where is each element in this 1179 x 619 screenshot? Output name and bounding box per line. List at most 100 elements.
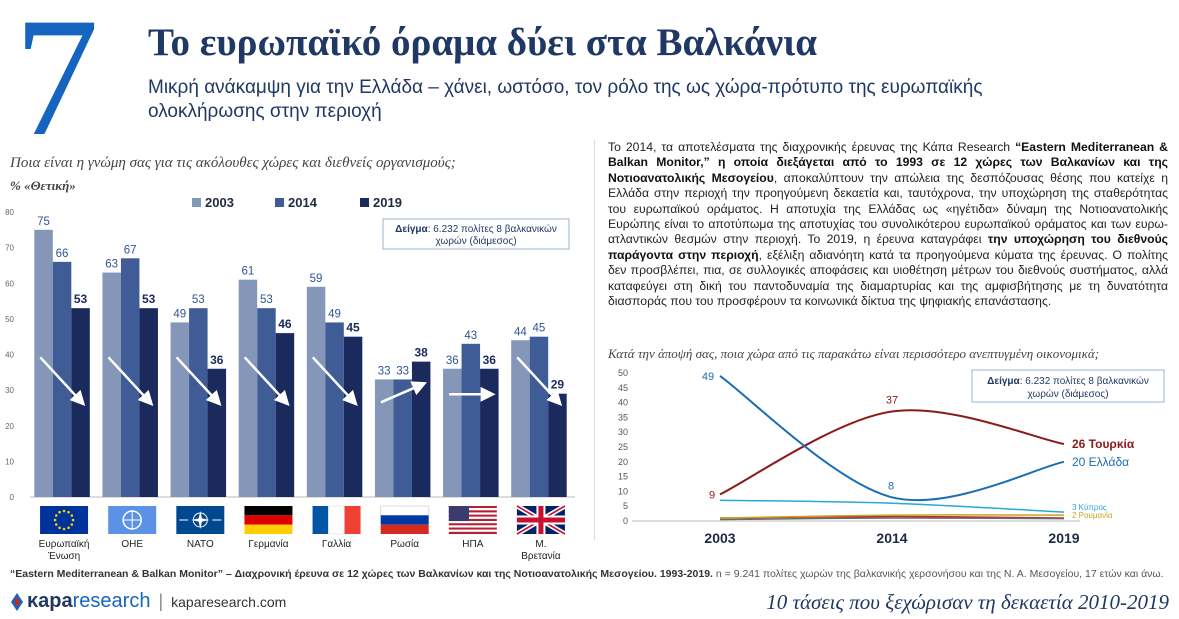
end-label-greece: 20 Ελλάδα: [1072, 455, 1129, 469]
bar: [511, 340, 530, 497]
eu-flag-star: [70, 514, 74, 517]
series-line: [719, 514, 1065, 519]
footnote-bold: “Eastern Mediterranean & Balkan Monitor”…: [10, 568, 713, 580]
uk-cross-red: [516, 517, 565, 523]
bar: [443, 368, 462, 497]
bar: [306, 286, 326, 497]
logo-mark-icon: [10, 592, 24, 612]
y-tick-label: 50: [618, 368, 628, 378]
bar: [411, 361, 431, 497]
point-label: 37: [886, 394, 898, 406]
bar: [257, 308, 276, 497]
bar-value-label: 53: [192, 294, 205, 306]
usa-flag-icon: [448, 506, 497, 534]
nato-flag-star: [191, 511, 210, 529]
eu-flag-star: [54, 523, 58, 526]
eu-flag-star: [54, 514, 58, 517]
bar-value-label: 45: [533, 323, 546, 335]
us-stripe: [448, 523, 497, 526]
y-tick-label: 10: [618, 486, 628, 496]
sample-note-box: [971, 369, 1165, 403]
bar: [548, 393, 567, 497]
fr-stripe: [344, 506, 361, 534]
website-link[interactable]: kaparesearch.com: [171, 593, 287, 610]
bar-chart: 0 10 20 30 40 50 60 70 80 2003 2014 2019 Δείγμα: 6.2…: [5, 195, 575, 562]
bar-value-label: 44: [514, 326, 527, 338]
y-tick-label: 45: [618, 383, 628, 393]
eu-flag-star: [58, 526, 61, 530]
x-tick-label: 2014: [876, 530, 907, 546]
us-canton: [448, 506, 469, 522]
series-line: [719, 409, 1065, 496]
end-label-turkey: 26 Τουρκία: [1072, 437, 1135, 451]
section-number: 7: [14, 0, 99, 171]
category-label: Ρωσία: [390, 538, 419, 550]
logo-research: research: [72, 590, 151, 612]
legend-label: 2019: [373, 195, 402, 210]
bar-value-label: 67: [124, 244, 137, 256]
trend-arrow-icon: [380, 381, 428, 404]
bar-value-label: 53: [74, 292, 88, 306]
trend-arrow-icon: [243, 356, 290, 406]
bar: [34, 229, 53, 497]
eu-flag-icon: [40, 506, 89, 534]
uk-flag-icon: [515, 503, 567, 537]
us-stripe: [448, 508, 497, 511]
paragraph-text-2: , αποκαλύπτουν την απώλεια της δεσπόζουσ…: [608, 170, 1168, 247]
category-label-line2: Βρετανία: [521, 550, 561, 562]
point-label: 8: [888, 480, 894, 492]
bar: [275, 333, 295, 497]
y-tick-label: 30: [618, 427, 628, 437]
x-tick-label: 2003: [704, 530, 735, 546]
bar-value-label: 33: [378, 365, 391, 377]
sample-note: Δείγμα: 6.232 πολίτες 8 βαλκανικώνχωρών …: [382, 218, 570, 250]
bar: [480, 368, 499, 497]
bar-value-label: 38: [415, 346, 429, 360]
fr-stripe: [328, 505, 346, 535]
logo-kapa: κapa: [27, 590, 73, 612]
trend-arrow-icon: [107, 356, 154, 406]
legend-label: 2014: [288, 195, 318, 210]
bar-value-label: 59: [310, 273, 323, 285]
category-label: Γαλλία: [322, 538, 352, 550]
legend-swatch: [275, 198, 284, 207]
category-label-line2: Ένωση: [47, 551, 80, 562]
bar: [207, 368, 227, 497]
description-paragraph: Το 2014, τα αποτελέσματα της διαχρονικής…: [608, 140, 1168, 309]
germany-flag-icon: [244, 506, 293, 534]
un-flag-icon: [108, 506, 157, 534]
bar-value-label: 53: [142, 292, 156, 306]
footnote-text: n = 9.241 πολίτες χωρών της βαλκανικής χ…: [712, 568, 1164, 580]
eu-flag-star: [62, 527, 66, 531]
bar-chart-question: Ποια είναι η γνώμη σας για τις ακόλουθες…: [10, 155, 456, 171]
vertical-divider: [594, 140, 595, 540]
y-tick-label: 35: [618, 412, 628, 422]
y-tick-label: 25: [618, 442, 628, 452]
point-label: 9: [709, 489, 715, 501]
us-stripe: [448, 514, 497, 517]
trend-arrow-icon: [311, 356, 358, 406]
bar-value-label: 63: [105, 259, 118, 271]
legend-swatch: [192, 198, 201, 207]
x-tick-label: 2019: [1048, 530, 1079, 546]
bar-value-label: 49: [173, 308, 186, 320]
logo-separator: |: [158, 591, 164, 611]
eu-flag-star: [67, 526, 70, 530]
end-label-romania: 2 Ρουμανία: [1072, 511, 1113, 520]
bar-value-label: 49: [328, 308, 341, 320]
eu-flag-star: [70, 523, 74, 526]
trend-arrow-icon: [516, 356, 563, 406]
us-stripe: [448, 521, 497, 524]
y-tick-label: 80: [5, 208, 14, 217]
ru-stripe: [380, 524, 429, 534]
eu-flag-star: [67, 510, 70, 514]
bar-value-label: 53: [260, 294, 273, 306]
y-tick-label: 30: [5, 386, 14, 395]
bar: [102, 272, 121, 497]
y-tick-label: 50: [5, 315, 14, 324]
bar-value-label: 36: [210, 353, 224, 367]
us-stripe: [448, 531, 497, 534]
nato-flag-icon: [176, 506, 225, 534]
bar: [374, 379, 394, 497]
y-tick-label: 5: [623, 501, 628, 511]
